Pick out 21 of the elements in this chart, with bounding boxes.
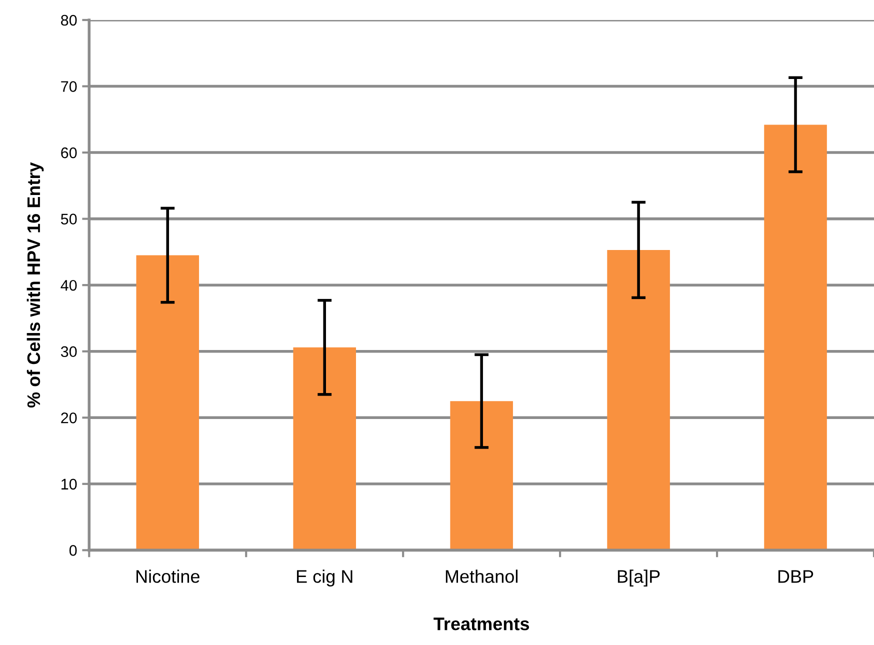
bar	[764, 124, 827, 550]
x-tick-label: Methanol	[446, 570, 518, 583]
bar	[293, 347, 356, 550]
y-tick-label: 10	[62, 478, 77, 490]
x-tick-label: Nicotine	[136, 570, 200, 583]
y-tick-label: 80	[61, 14, 77, 26]
y-tick-label: 0	[69, 545, 77, 556]
y-tick-label: 50	[60, 214, 77, 224]
y-tick-label: 40	[60, 280, 77, 291]
bar	[450, 401, 513, 550]
y-axis-title: % of Cells with HPV 16 Entry	[26, 162, 44, 408]
y-tick-label: 30	[60, 346, 77, 358]
x-axis-title: Treatments	[434, 618, 530, 630]
bar	[136, 255, 200, 550]
x-tick-label: B[a]P	[618, 570, 660, 586]
x-tick-label: DBP	[778, 570, 814, 583]
y-tick-label: 20	[61, 412, 77, 424]
bar	[607, 250, 670, 550]
x-tick-label: E cig N	[296, 570, 352, 586]
y-tick-label: 70	[61, 81, 77, 92]
y-tick-label: 60	[61, 147, 77, 158]
